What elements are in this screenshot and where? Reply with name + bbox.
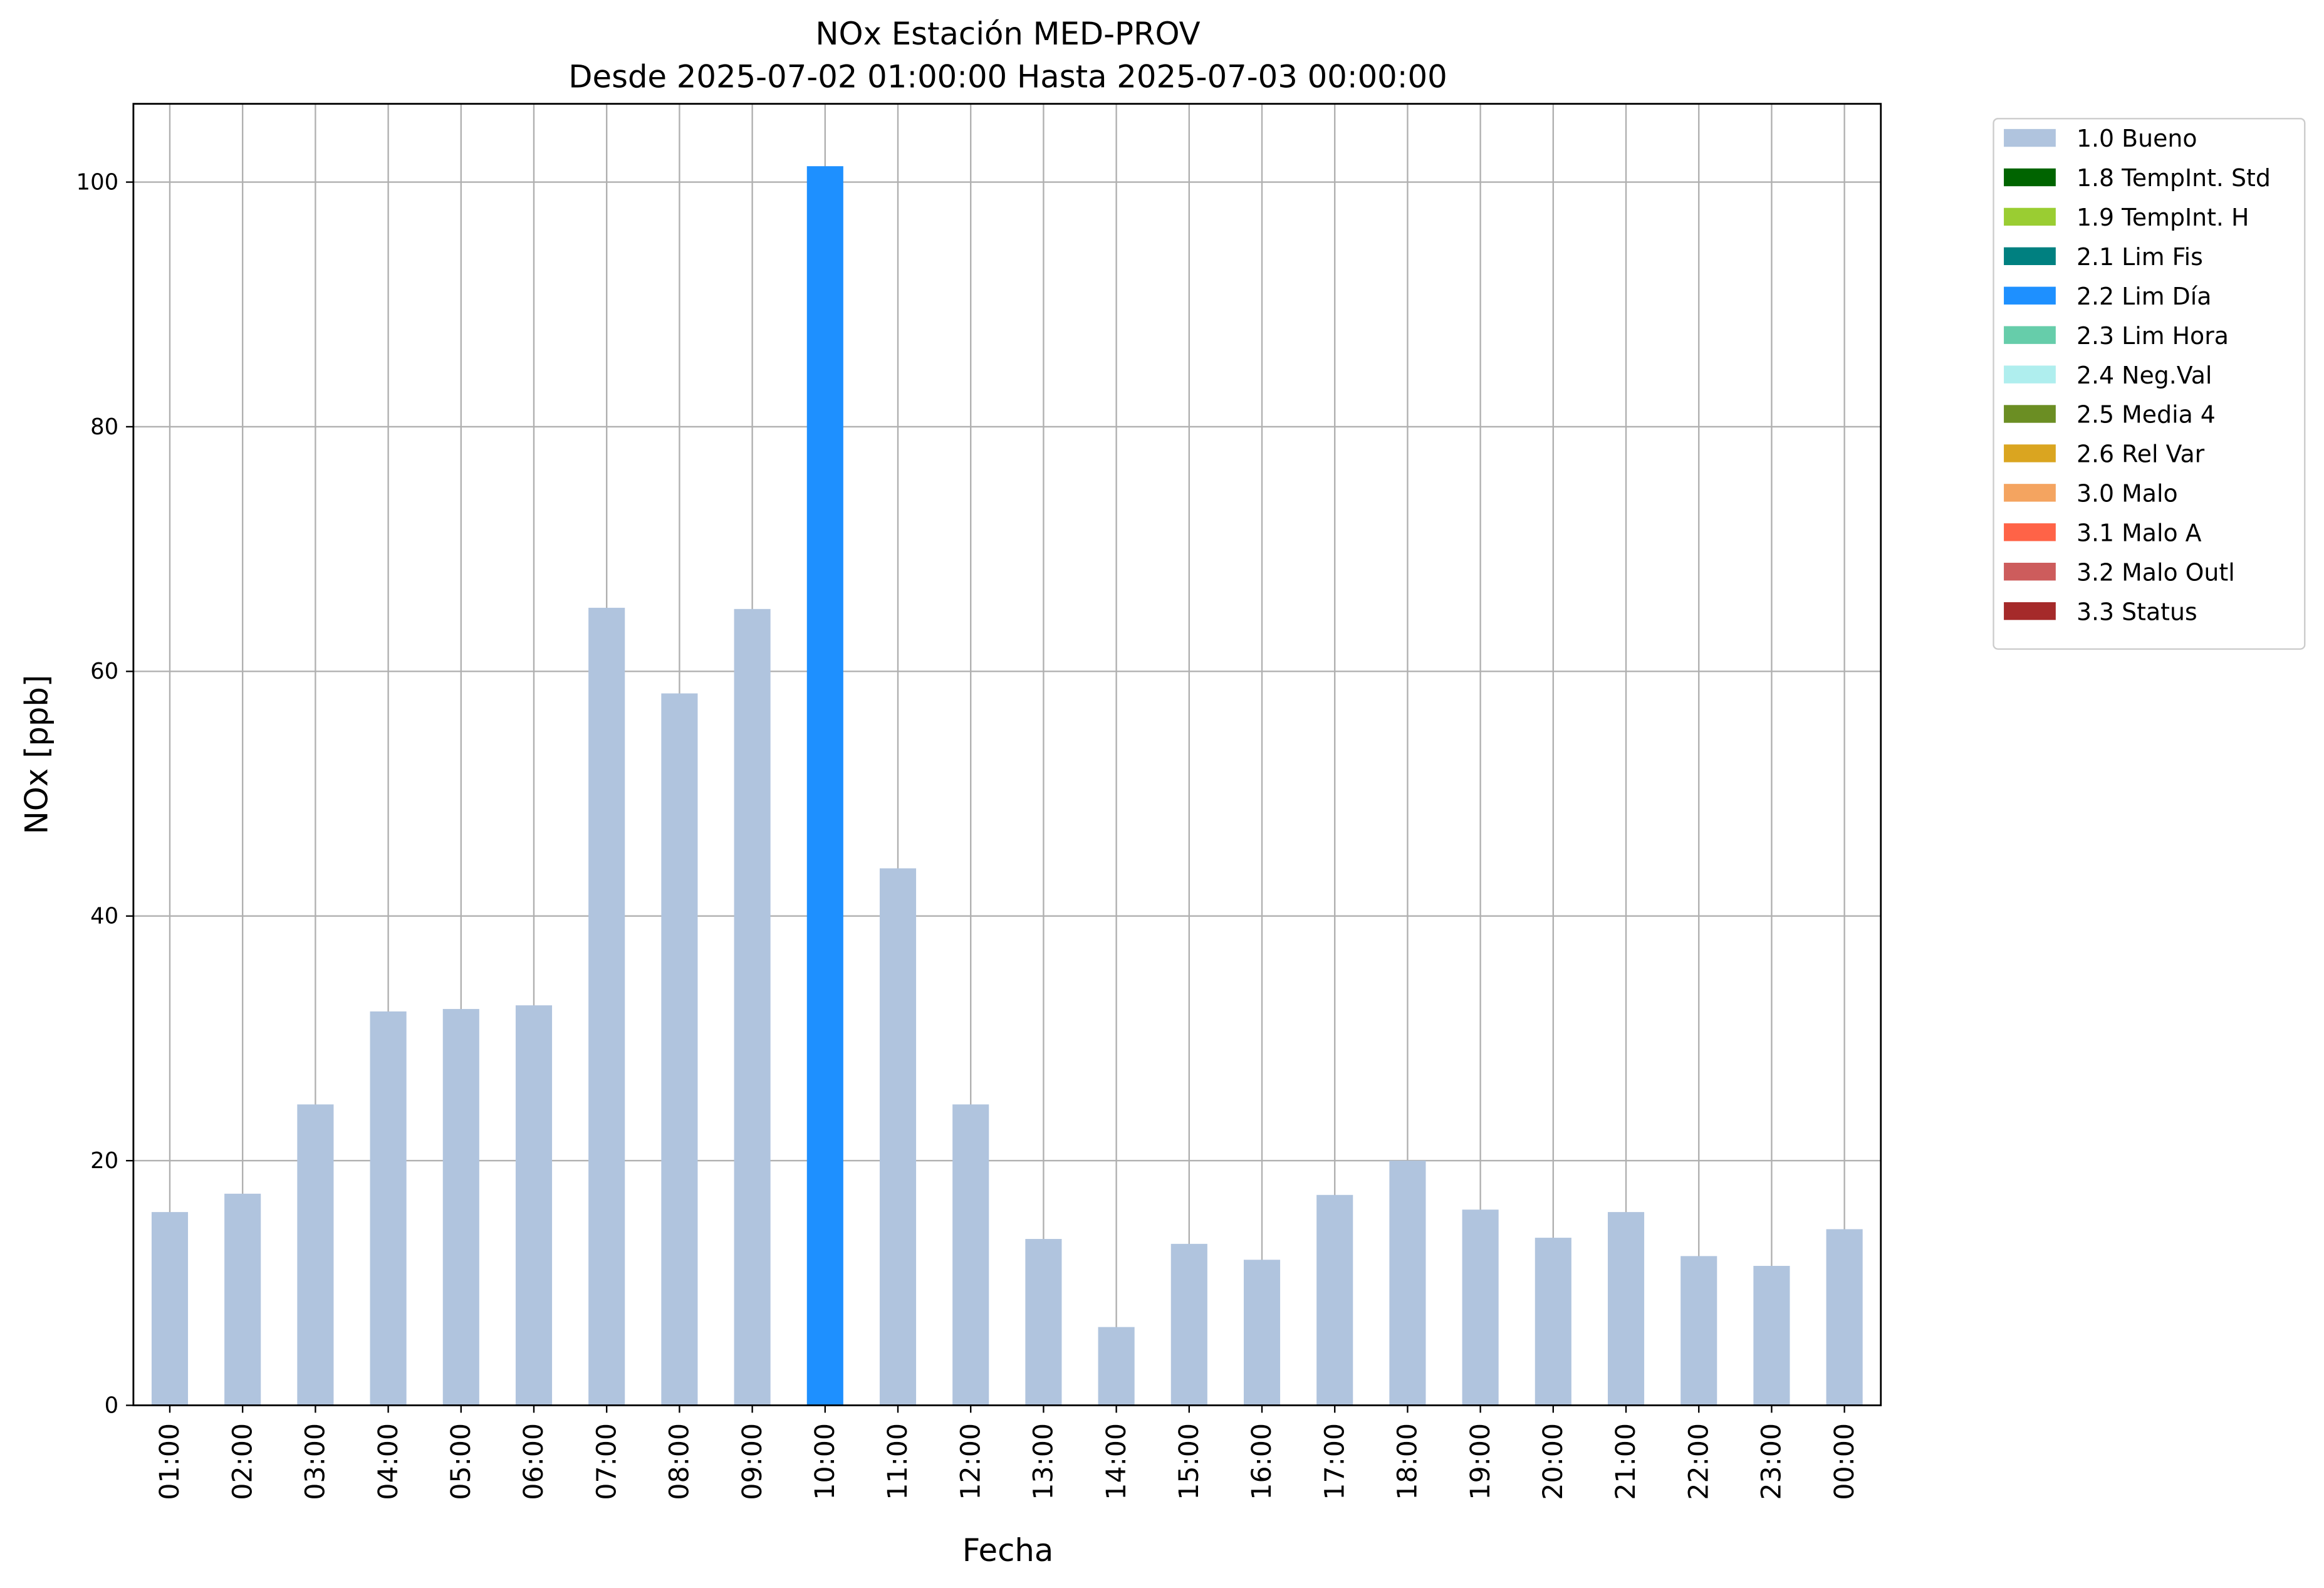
y-tick-label: 60 <box>90 659 118 684</box>
legend-label: 3.2 Malo Outl <box>2076 558 2235 586</box>
bar <box>224 1193 261 1406</box>
bar <box>442 1009 479 1406</box>
bars <box>151 166 1863 1406</box>
x-tick-label: 23:00 <box>1756 1423 1788 1500</box>
bar <box>588 607 625 1406</box>
legend-label: 2.4 Neg.Val <box>2076 362 2212 389</box>
legend-label: 1.0 Bueno <box>2076 125 2197 152</box>
x-tick-label: 11:00 <box>882 1423 914 1500</box>
bar <box>1098 1327 1135 1406</box>
legend-label: 2.2 Lim Día <box>2076 283 2211 310</box>
legend-swatch <box>2004 523 2056 541</box>
chart-title: NOx Estación MED-PROV <box>815 16 1200 52</box>
bar <box>1316 1194 1353 1406</box>
bar <box>151 1212 189 1406</box>
x-tick-label: 05:00 <box>446 1423 477 1500</box>
x-tick-label: 08:00 <box>664 1423 696 1500</box>
legend-swatch <box>2004 128 2056 147</box>
bar <box>1680 1256 1717 1406</box>
bar <box>661 693 698 1406</box>
y-tick-label: 100 <box>76 169 119 195</box>
legend-label: 3.3 Status <box>2076 598 2197 625</box>
legend-swatch <box>2004 247 2056 266</box>
bar <box>879 868 917 1406</box>
legend-label: 2.1 Lim Fis <box>2076 243 2203 271</box>
x-tick-label: 01:00 <box>154 1423 185 1500</box>
x-tick-label: 09:00 <box>737 1423 768 1500</box>
bar <box>1025 1239 1062 1406</box>
x-tick-label: 02:00 <box>227 1423 258 1500</box>
x-tick-label: 19:00 <box>1465 1423 1496 1500</box>
legend-swatch <box>2004 207 2056 226</box>
x-tick-label: 13:00 <box>1028 1423 1060 1500</box>
y-axis-label: NOx [ppb] <box>19 675 55 835</box>
legend-label: 2.5 Media 4 <box>2076 401 2216 429</box>
bar <box>1753 1265 1790 1406</box>
legend-label: 1.9 TempInt. H <box>2076 204 2249 231</box>
bar <box>1826 1229 1863 1406</box>
bar <box>1607 1212 1645 1406</box>
x-tick-label: 10:00 <box>810 1423 841 1500</box>
legend-swatch <box>2004 365 2056 384</box>
legend-box <box>1993 118 2306 650</box>
x-tick-label: 21:00 <box>1610 1423 1642 1500</box>
plot-frame <box>132 103 1882 1406</box>
x-tick-label: 22:00 <box>1683 1423 1714 1500</box>
x-tick-label: 14:00 <box>1101 1423 1132 1500</box>
x-tick-label: 20:00 <box>1538 1423 1569 1500</box>
bar <box>734 609 771 1406</box>
legend-label: 3.0 Malo <box>2076 480 2178 508</box>
x-tick-label: 12:00 <box>955 1423 986 1500</box>
x-tick-label: 17:00 <box>1319 1423 1350 1500</box>
y-tick-label: 40 <box>90 904 118 929</box>
legend-swatch <box>2004 286 2056 305</box>
bar <box>1462 1209 1499 1406</box>
chart-subtitle: Desde 2025-07-02 01:00:00 Hasta 2025-07-… <box>568 59 1447 95</box>
x-tick-label: 04:00 <box>373 1423 404 1500</box>
bar <box>1535 1238 1571 1406</box>
y-tick-label: 20 <box>90 1148 118 1174</box>
legend-swatch <box>2004 326 2056 344</box>
bar <box>297 1104 334 1406</box>
legend-swatch <box>2004 602 2056 620</box>
bar <box>1243 1260 1281 1406</box>
x-tick-label: 06:00 <box>518 1423 550 1500</box>
axes: 0 20 40 60 80 100 01:00 02:00 03:00 04:00 05:00 06:… <box>76 103 1882 1500</box>
legend-label: 2.3 Lim Hora <box>2076 322 2229 350</box>
bar <box>952 1104 989 1406</box>
x-tick-label: 16:00 <box>1246 1423 1278 1500</box>
bar <box>370 1011 407 1406</box>
x-tick-label: 00:00 <box>1829 1423 1860 1500</box>
legend-label: 2.6 Rel Var <box>2076 441 2205 468</box>
x-tick-label: 15:00 <box>1174 1423 1205 1500</box>
legend-swatch <box>2004 405 2056 423</box>
y-tick-label: 80 <box>90 414 118 440</box>
x-tick-label: 18:00 <box>1392 1423 1424 1500</box>
legend-swatch <box>2004 562 2056 581</box>
legend-label: 1.8 TempInt. Std <box>2076 164 2271 192</box>
x-axis-label: Fecha <box>962 1532 1054 1569</box>
x-tick-label: 07:00 <box>591 1423 622 1500</box>
legend: 1.0 Bueno 1.8 TempInt. Std 1.9 TempInt. H 2… <box>1993 118 2306 650</box>
x-tick-label: 03:00 <box>300 1423 331 1500</box>
y-tick-label: 0 <box>105 1392 119 1418</box>
legend-swatch <box>2004 168 2056 187</box>
bar <box>1170 1243 1207 1406</box>
legend-swatch <box>2004 444 2056 462</box>
legend-swatch <box>2004 484 2056 502</box>
legend-label: 3.1 Malo A <box>2076 519 2202 546</box>
bar <box>1389 1161 1426 1406</box>
bar <box>515 1005 553 1406</box>
bar <box>806 166 843 1406</box>
